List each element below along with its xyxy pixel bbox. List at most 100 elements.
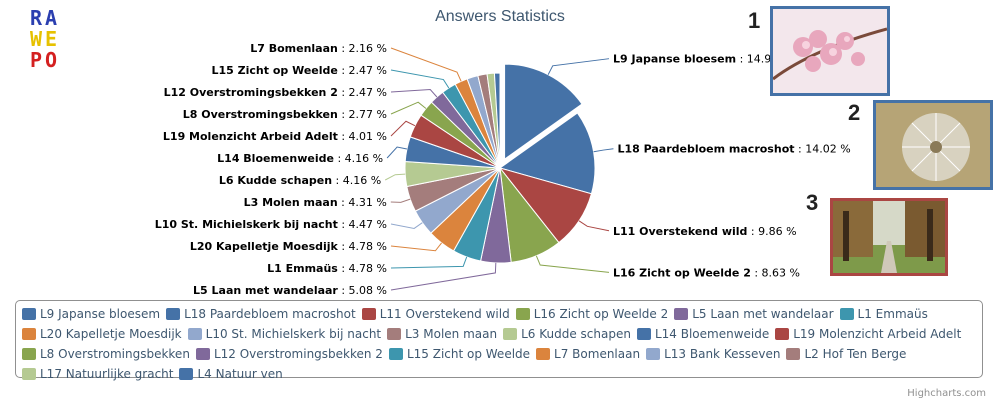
legend-swatch <box>503 328 518 340</box>
photo-number-2: 2 <box>848 100 861 125</box>
slice-label-value: : 4.16 % <box>334 152 383 165</box>
legend-swatch <box>22 368 36 380</box>
logo-letter: P <box>29 48 43 72</box>
label-connector <box>390 47 462 82</box>
logo-letter: E <box>45 27 59 51</box>
legend-item[interactable]: L9 Japanse bloesem <box>22 305 160 323</box>
slice-label-value: : 9.86 % <box>747 225 796 238</box>
legend-item[interactable]: L16 Zicht op Weelde 2 <box>515 305 668 323</box>
legend-item[interactable]: L2 Hof Ten Berge <box>786 345 906 363</box>
slice-label: L9 Japanse bloesem : 14.95 % <box>613 53 792 66</box>
legend-item[interactable]: L3 Molen maan <box>387 325 497 343</box>
legend-swatch <box>786 348 801 360</box>
pie-slice[interactable] <box>498 112 596 195</box>
photo-thumbnail-3[interactable] <box>830 198 948 276</box>
legend-swatch <box>22 308 36 320</box>
photo-number-1: 1 <box>748 8 761 33</box>
logo-letter: O <box>45 48 59 72</box>
label-connector <box>390 120 416 137</box>
legend-swatch <box>388 348 403 360</box>
label-connector <box>390 256 468 269</box>
slice-label: L1 Emmaüs : 4.78 % <box>267 262 387 275</box>
logo-letter: A <box>45 6 59 30</box>
legend-item[interactable]: L10 St. Michielskerk bij nacht <box>187 325 382 343</box>
slice-label-name: L19 Molenzicht Arbeid Adelt <box>163 130 338 143</box>
legend-label: L10 St. Michielskerk bij nacht <box>205 327 382 341</box>
slice-label: L14 Bloemenweide : 4.16 % <box>217 152 383 165</box>
legend-label: L4 Natuur ven <box>197 367 283 381</box>
slice-label: L12 Overstromingsbekken 2 : 2.47 % <box>164 86 387 99</box>
slice-label-name: L15 Zicht op Weelde <box>211 64 337 77</box>
legend-label: L18 Paardebloem macroshot <box>184 307 356 321</box>
legend-label: L20 Kapelletje Moesdijk <box>40 327 182 341</box>
slice-label-name: L12 Overstromingsbekken 2 <box>164 86 338 99</box>
legend-swatch <box>195 348 210 360</box>
label-connector <box>390 198 411 203</box>
legend-item[interactable]: L7 Bomenlaan <box>536 345 640 363</box>
legend-label: L12 Overstromingsbekken 2 <box>213 347 383 361</box>
legend-label: L3 Molen maan <box>405 327 498 341</box>
slice-label-value: : 4.78 % <box>338 240 387 253</box>
slice-label-name: L1 Emmaüs <box>267 262 338 275</box>
legend-item[interactable]: L4 Natuur ven <box>179 365 283 383</box>
slice-label-name: L14 Bloemenweide <box>217 152 334 165</box>
slice-label-name: L5 Laan met wandelaar <box>193 284 338 297</box>
label-connector <box>390 222 423 229</box>
legend-swatch <box>775 328 790 340</box>
slice-label-name: L20 Kapelletje Moesdijk <box>190 240 339 253</box>
legend-item[interactable]: L12 Overstromingsbekken 2 <box>195 345 383 363</box>
legend-item[interactable]: L13 Bank Kesseven <box>646 345 780 363</box>
legend-label: L7 Bomenlaan <box>554 347 641 361</box>
slice-label: L18 Paardebloem macroshot : 14.02 % <box>617 143 850 156</box>
legend-item[interactable]: L11 Overstekend wild <box>361 305 510 323</box>
legend-item[interactable]: L20 Kapelletje Moesdijk <box>22 325 182 343</box>
photo-thumbnail-2[interactable] <box>873 100 993 190</box>
slice-label-name: L11 Overstekend wild <box>613 225 747 238</box>
photo-number-3: 3 <box>806 190 819 215</box>
slice-label-name: L10 St. Michielskerk bij nacht <box>155 218 338 231</box>
slice-label-name: L16 Zicht op Weelde 2 <box>613 266 751 279</box>
label-connector <box>578 220 610 232</box>
label-connector <box>535 255 610 273</box>
legend-item[interactable]: L17 Natuurlijke gracht <box>22 365 173 383</box>
legend-swatch <box>839 308 854 320</box>
label-connector <box>386 146 408 159</box>
legend-item[interactable]: L18 Paardebloem macroshot <box>166 305 356 323</box>
legend-label: L5 Laan met wandelaar <box>692 307 834 321</box>
label-connector <box>593 148 614 153</box>
legend-label: L6 Kudde schapen <box>521 327 631 341</box>
highcharts-credit[interactable]: Highcharts.com <box>907 388 986 399</box>
legend-swatch <box>646 348 661 360</box>
photo-thumbnail-1[interactable] <box>770 6 890 96</box>
logo-letter: W <box>29 27 43 51</box>
legend-swatch <box>387 328 402 340</box>
legend-item[interactable]: L1 Emmaüs <box>839 305 928 323</box>
pie-slice[interactable] <box>493 72 501 169</box>
legend-item[interactable]: L15 Zicht op Weelde <box>388 345 530 363</box>
slice-label: L10 St. Michielskerk bij nacht : 4.47 % <box>155 218 387 231</box>
slice-label-name: L9 Japanse bloesem <box>613 53 736 66</box>
pink-blossom-image <box>773 9 887 93</box>
legend-swatch <box>515 308 530 320</box>
label-connector <box>384 173 406 181</box>
legend-item[interactable]: L6 Kudde schapen <box>503 325 631 343</box>
tree-lane-image <box>833 201 945 273</box>
legend-item[interactable]: L5 Laan met wandelaar <box>674 305 834 323</box>
slice-label-value: : 14.02 % <box>795 143 851 156</box>
slice-label-value: : 8.63 % <box>751 266 800 279</box>
label-connector <box>390 101 427 115</box>
legend-swatch <box>636 328 651 340</box>
legend-item[interactable]: L8 Overstromingsbekken <box>22 345 190 363</box>
legend-item[interactable]: L19 Molenzicht Arbeid Adelt <box>775 325 961 343</box>
pie-chart: L9 Japanse bloesem : 14.95 % L18 Paardebl… <box>155 42 851 297</box>
slice-label: L15 Zicht op Weelde : 2.47 % <box>211 64 387 77</box>
dandelion-image <box>876 103 990 187</box>
legend-label: L1 Emmaüs <box>857 307 928 321</box>
legend-item[interactable]: L14 Bloemenweide <box>636 325 769 343</box>
slice-label: L16 Zicht op Weelde 2 : 8.63 % <box>613 266 800 279</box>
slice-label: L6 Kudde schapen : 4.16 % <box>219 174 381 187</box>
legend-swatch <box>187 328 202 340</box>
